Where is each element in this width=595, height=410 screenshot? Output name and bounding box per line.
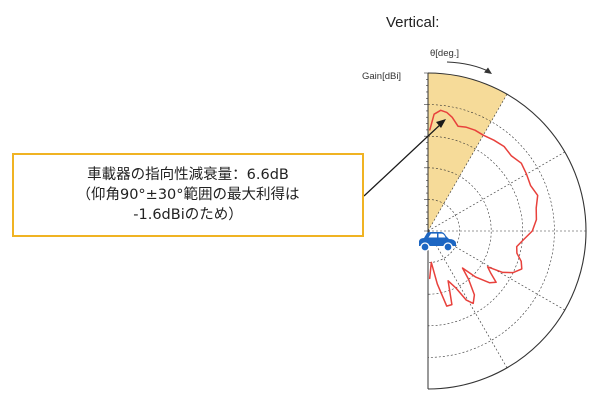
callout-line-3: -1.6dBiのため）	[133, 207, 243, 223]
angle-direction-arrowhead	[484, 67, 492, 74]
callout-leader-line	[363, 122, 443, 197]
radial-axis-label: Gain[dBi]	[362, 71, 401, 82]
chart-title: Vertical:	[386, 14, 439, 31]
angle-direction-arrow	[446, 61, 491, 73]
grid-ring-4	[427, 199, 460, 263]
grid-ring-1	[427, 104, 555, 358]
polar-grid	[424, 72, 587, 390]
grid-ring-2	[427, 135, 524, 327]
highlight-sector-layer	[428, 73, 507, 231]
callout-leader-arrowhead	[436, 119, 446, 128]
highlight-sector	[428, 73, 507, 231]
angle-axis-label: θ[deg.]	[430, 48, 459, 59]
spoke-150	[427, 230, 508, 368]
series-layer	[428, 109, 539, 307]
series-line-1	[428, 109, 539, 307]
callout-line-1: 車載器の指向性減衰量：6.6dB	[87, 167, 289, 183]
car-icon	[419, 232, 456, 252]
callout-box: 車載器の指向性減衰量：6.6dB （仰角90°±30°範囲の最大利得は -1.6…	[12, 153, 364, 237]
callout-line-2: （仰角90°±30°範囲の最大利得は	[76, 187, 300, 203]
